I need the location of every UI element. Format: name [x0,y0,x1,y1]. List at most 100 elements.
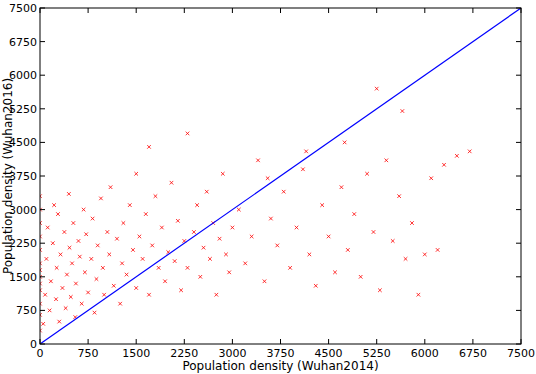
scatter-point [157,266,161,270]
scatter-point [134,286,138,290]
scatter-point [43,293,47,297]
scatter-point [102,293,106,297]
scatter-point [61,286,65,290]
scatter-point [91,217,95,221]
scatter-point [365,172,369,176]
y-tick [40,344,45,345]
x-tick-label: 750 [78,347,99,360]
scatter-point [221,172,225,176]
scatter-point [436,248,440,252]
scatter-point [202,246,206,250]
x-tick [376,8,377,13]
scatter-point [82,208,86,212]
y-tick [40,75,45,76]
scatter-point [46,226,50,230]
scatter-point [250,235,254,239]
y-tick [40,176,45,177]
x-tick [136,8,137,13]
scatter-point [83,271,87,275]
scatter-point [68,246,72,250]
y-tick [516,176,521,177]
x-tick [88,339,89,344]
plot-data [40,8,521,344]
scatter-point [65,273,69,277]
scatter-point [78,255,82,259]
scatter-point [429,176,433,180]
y-tick [516,243,521,244]
scatter-point [147,145,151,149]
scatter-point [186,266,190,270]
reference-line [40,8,521,344]
scatter-point [57,320,61,324]
scatter-point [131,248,135,252]
y-tick [516,276,521,277]
y-tick [40,142,45,143]
scatter-point [96,244,100,248]
scatter-point [51,241,55,245]
x-tick [136,339,137,344]
scatter-point [205,190,209,194]
scatter-point [208,257,212,261]
y-tick-label: 0 [30,338,37,351]
scatter-point [352,212,356,216]
y-tick-label: 750 [16,304,37,317]
scatter-point [231,226,235,230]
scatter-point [195,203,199,207]
scatter-point [410,221,414,225]
scatter-point [49,279,53,283]
scatter-point [120,262,124,266]
scatter-point [74,282,78,286]
scatter-point [423,253,427,257]
scatter-point [107,253,111,257]
scatter-point [385,159,389,163]
scatter-point [154,194,158,198]
scatter-point [224,253,228,257]
x-tick-label: 6000 [411,347,439,360]
y-tick [516,310,521,311]
scatter-point [275,244,279,248]
scatter-point [378,288,382,292]
x-tick [472,339,473,344]
x-tick [521,8,522,13]
scatter-point [269,217,273,221]
scatter-point [48,309,52,313]
x-tick [424,339,425,344]
scatter-point [173,259,177,263]
scatter-point [192,230,196,234]
scatter-point [417,293,421,297]
scatter-point [391,239,395,243]
y-axis-label: Population density (Wuhan2016) [1,78,15,274]
scatter-point [237,208,241,212]
scatter-point [122,221,126,225]
scatter-point [141,257,145,261]
scatter-point [118,302,122,306]
y-tick [40,243,45,244]
scatter-point [150,244,154,248]
x-tick [88,8,89,13]
scatter-point [288,266,292,270]
scatter-point [125,273,129,277]
scatter-point [215,293,219,297]
scatter-point [101,266,105,270]
x-tick [376,339,377,344]
scatter-point [99,197,103,201]
x-tick [424,8,425,13]
scatter-point [52,203,56,207]
scatter-point [41,322,45,326]
scatter-point [308,253,312,257]
chart: 0750150022503000375045005250600067507500… [0,0,536,374]
scatter-point [455,154,459,158]
scatter-point [106,230,110,234]
scatter-point [163,279,167,283]
x-tick-label: 1500 [122,347,150,360]
y-tick [516,8,521,9]
scatter-point [115,237,119,241]
scatter-point [147,293,151,297]
y-tick [516,75,521,76]
scatter-point [301,167,305,171]
scatter-point [95,277,99,281]
scatter-point [69,295,73,299]
scatter-point [295,226,299,230]
x-tick-label: 6750 [459,347,487,360]
x-tick [184,339,185,344]
